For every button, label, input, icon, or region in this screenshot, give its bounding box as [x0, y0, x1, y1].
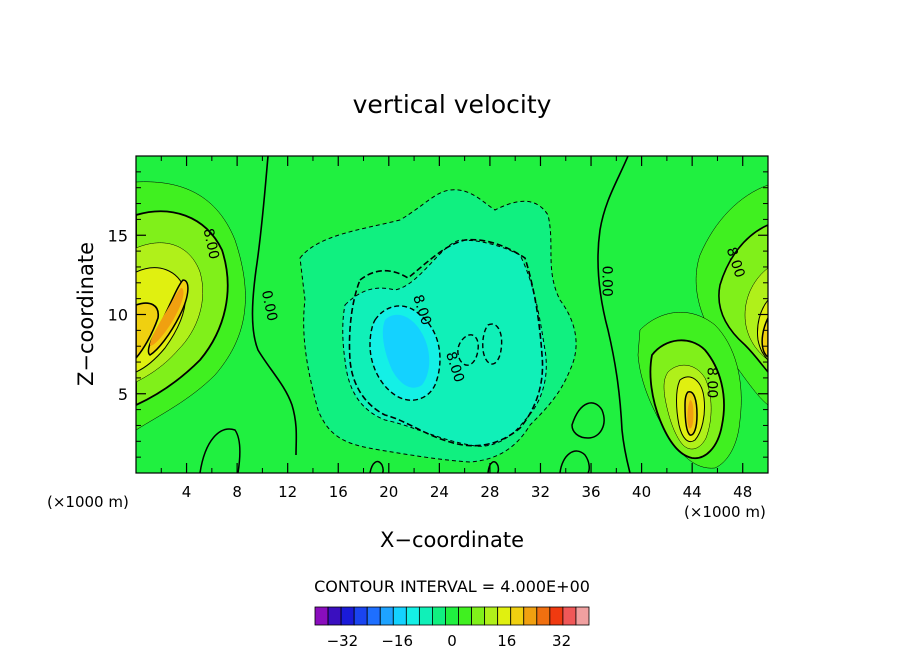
colorbar-swatch: [497, 606, 512, 626]
colorbar: −32 −16 0 16 32: [314, 606, 590, 650]
colorbar-swatch: [432, 606, 446, 626]
contour-line: [571, 402, 605, 439]
colorbar-swatch: [549, 606, 564, 626]
contour-line: [251, 156, 298, 456]
colorbar-tick-label: 16: [497, 632, 516, 650]
y-tick-label: 5: [118, 385, 128, 404]
colorbar-swatch: [510, 606, 525, 626]
colorbar-swatch: [445, 606, 459, 626]
colorbar-swatch: [536, 606, 551, 626]
colorbar-swatch: [575, 606, 590, 626]
contour-line: [199, 428, 241, 473]
colorbar-swatch: [366, 606, 381, 626]
colorbar-swatch: [392, 606, 407, 626]
colorbar-swatch: [379, 606, 394, 626]
contour-label: 8.00: [703, 367, 719, 398]
contour-line: [369, 460, 384, 473]
y-tick-label: 15: [108, 226, 128, 245]
contour-fill: [150, 287, 184, 346]
x-tick-label: 48: [733, 483, 752, 501]
x-tick-label: 12: [278, 483, 297, 501]
contour-line: [597, 156, 631, 473]
x-tick-label: 32: [531, 483, 550, 501]
contour-label: 0.00: [258, 289, 280, 323]
colorbar-swatch: [458, 606, 472, 626]
y-axis: 5 10 15: [108, 171, 768, 458]
colorbar-swatch: [340, 606, 355, 626]
x-tick-label: 24: [430, 483, 449, 501]
chart-title: vertical velocity: [353, 90, 552, 119]
colorbar-tick-label: 0: [447, 632, 457, 650]
colorbar-swatch: [484, 606, 499, 626]
colorbar-tick-label: −16: [381, 632, 413, 650]
x-axis-label: X−coordinate: [380, 528, 524, 552]
contour-fill: [136, 302, 160, 360]
contour-fill: [382, 314, 430, 388]
contour-fill: [687, 400, 694, 429]
x-axis: 4 8 12 16 20 24 28 32 36 40 44 48: [160, 156, 752, 501]
x-tick-label: 28: [480, 483, 499, 501]
x-tick-label: 20: [379, 483, 398, 501]
contour-line: [559, 450, 590, 473]
y-axis-label: Z−coordinate: [74, 242, 98, 386]
contour-line: [348, 238, 544, 447]
x-unit-left: (×1000 m): [47, 493, 129, 511]
colorbar-tick-label: −32: [327, 632, 359, 650]
colorbar-swatch: [405, 606, 420, 626]
colorbar-swatch: [327, 606, 342, 626]
colorbar-swatch: [523, 606, 538, 626]
x-tick-label: 36: [581, 483, 600, 501]
contour-line: [482, 323, 503, 365]
contour-fill: [136, 267, 187, 373]
colorbar-swatch: [314, 606, 329, 626]
colorbar-swatch: [471, 606, 486, 626]
colorbar-tick-label: 32: [552, 632, 571, 650]
x-unit-right: (×1000 m): [684, 503, 766, 521]
contour-interval-text: CONTOUR INTERVAL = 4.000E+00: [314, 577, 590, 596]
contour-field: [136, 156, 768, 473]
x-tick-label: 40: [632, 483, 651, 501]
contour-label: 8.00: [200, 227, 222, 261]
x-tick-label: 44: [683, 483, 702, 501]
x-tick-label: 4: [182, 483, 192, 501]
colorbar-swatch: [418, 606, 433, 626]
x-tick-label: 8: [232, 483, 242, 501]
contour-label: 0.00: [598, 266, 614, 297]
x-tick-label: 16: [329, 483, 348, 501]
y-tick-label: 10: [108, 306, 128, 325]
colorbar-swatch: [562, 606, 577, 626]
colorbar-swatch: [353, 606, 368, 626]
